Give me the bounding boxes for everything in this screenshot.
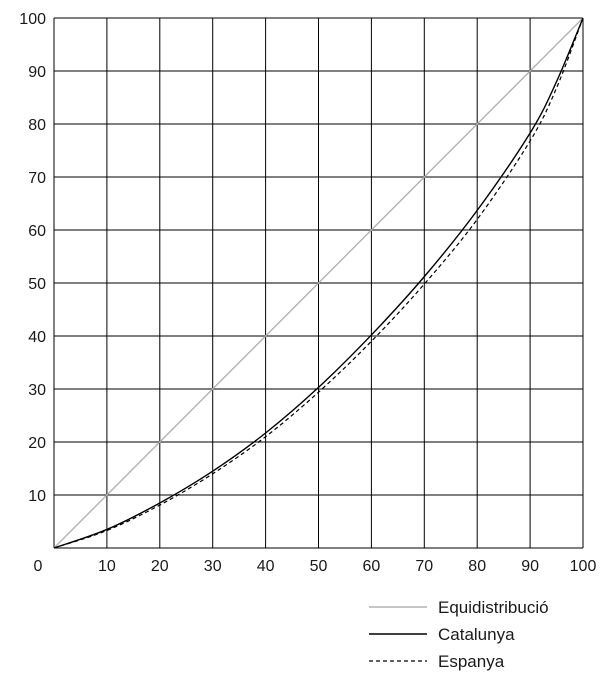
x-tick-label: 50 bbox=[310, 558, 328, 575]
y-tick-label: 30 bbox=[28, 382, 46, 399]
series-layer bbox=[53, 17, 584, 549]
x-tick-label: 90 bbox=[521, 558, 539, 575]
y-tick-label: 100 bbox=[19, 11, 46, 28]
x-tick-label: 20 bbox=[151, 558, 169, 575]
x-tick-label: 70 bbox=[415, 558, 433, 575]
y-tick-label: 10 bbox=[28, 488, 46, 505]
y-tick-label: 20 bbox=[28, 435, 46, 452]
series-line-equidistribuci- bbox=[53, 17, 584, 549]
legend-label: Espanya bbox=[438, 652, 505, 671]
x-tick-label: 60 bbox=[363, 558, 381, 575]
y-tick-label: 40 bbox=[28, 329, 46, 346]
x-tick-label: 30 bbox=[204, 558, 222, 575]
y-tick-label: 50 bbox=[28, 276, 46, 293]
y-tick-label: 70 bbox=[28, 170, 46, 187]
x-tick-label: 40 bbox=[257, 558, 275, 575]
y-tick-label: 80 bbox=[28, 117, 46, 134]
legend-label: Equidistribució bbox=[438, 598, 549, 617]
series-line-espanya bbox=[53, 17, 584, 549]
x-tick-label: 0 bbox=[34, 558, 43, 575]
axis-layer: 0 10 20 30 40 50 60 70 80 90 100 10 20 30 40 50 60 70 80 90… bbox=[19, 11, 596, 575]
grid-layer bbox=[53, 17, 584, 549]
x-tick-label: 80 bbox=[468, 558, 486, 575]
series-line-catalunya bbox=[53, 17, 584, 549]
x-tick-label: 10 bbox=[98, 558, 116, 575]
x-tick-label: 100 bbox=[570, 558, 597, 575]
y-tick-label: 60 bbox=[28, 223, 46, 240]
y-tick-label: 90 bbox=[28, 64, 46, 81]
legend-label: Catalunya bbox=[438, 625, 515, 644]
legend: Equidistribució Catalunya Espanya bbox=[369, 598, 549, 671]
